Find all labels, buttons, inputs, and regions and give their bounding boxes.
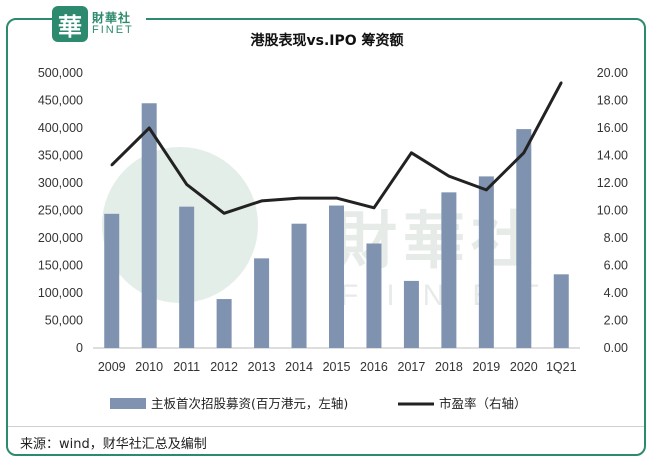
pe-ratio-point bbox=[522, 151, 526, 154]
pe-ratio-point bbox=[410, 151, 413, 154]
bar bbox=[104, 213, 120, 348]
bar bbox=[179, 206, 195, 348]
right-tick-label: 12.00 bbox=[597, 176, 628, 190]
right-tick-label: 14.00 bbox=[597, 149, 628, 163]
right-tick-label: 8.00 bbox=[604, 231, 628, 245]
pe-ratio-point bbox=[297, 196, 301, 200]
x-tick-label: 1Q21 bbox=[546, 360, 577, 374]
logo-english: FINET bbox=[92, 23, 134, 36]
legend: 主板首次招股募资(百万港元，左轴) 市盈率（右轴） bbox=[110, 396, 527, 411]
legend-line-label: 市盈率（右轴） bbox=[439, 396, 527, 411]
x-tick-label: 2018 bbox=[435, 360, 463, 374]
bar bbox=[216, 299, 232, 348]
pe-ratio-point bbox=[372, 206, 376, 209]
left-tick-label: 350,000 bbox=[38, 149, 83, 163]
bar bbox=[441, 192, 457, 348]
chart-title: 港股表现vs.IPO 筹资额 bbox=[250, 33, 404, 49]
bar bbox=[478, 176, 494, 348]
chart-frame bbox=[6, 18, 646, 456]
x-tick-label: 2014 bbox=[285, 360, 313, 374]
bar-series bbox=[104, 103, 569, 348]
legend-bar-swatch bbox=[110, 398, 146, 409]
x-tick-label: 2009 bbox=[98, 360, 126, 374]
x-tick-label: 2019 bbox=[472, 360, 500, 374]
left-tick-label: 400,000 bbox=[38, 121, 83, 135]
axes: 0 50,000 100,000 150,000 200,000 250,000 300,0… bbox=[38, 66, 628, 374]
x-tick-label: 2020 bbox=[510, 360, 538, 374]
left-tick-label: 150,000 bbox=[38, 259, 83, 273]
pe-ratio-point bbox=[110, 163, 113, 167]
pe-ratio-point bbox=[147, 126, 151, 130]
left-tick-label: 0 bbox=[76, 341, 83, 355]
x-tick-label: 2013 bbox=[248, 360, 276, 374]
logo-text: 財華社 FINET bbox=[92, 12, 134, 36]
left-tick-label: 300,000 bbox=[38, 176, 83, 190]
right-tick-label: 16.00 bbox=[597, 121, 628, 135]
pe-ratio-point bbox=[185, 183, 188, 186]
right-tick-label: 4.00 bbox=[604, 286, 628, 300]
x-tick-label: 2016 bbox=[360, 360, 388, 374]
left-tick-label: 200,000 bbox=[38, 231, 83, 245]
x-tick-label: 2010 bbox=[135, 360, 163, 374]
finet-logo: 華 財華社 FINET bbox=[52, 4, 146, 44]
left-tick-label: 500,000 bbox=[38, 66, 83, 80]
x-tick-label: 2012 bbox=[210, 360, 238, 374]
logo-chinese: 財華社 bbox=[92, 10, 132, 25]
right-tick-label: 6.00 bbox=[604, 259, 628, 273]
pe-ratio-point bbox=[485, 188, 488, 192]
bar bbox=[291, 223, 307, 348]
bar bbox=[366, 243, 382, 348]
watermark-cn: 財華社 bbox=[335, 204, 539, 277]
bar bbox=[553, 274, 569, 348]
source-note: 来源：wind，财华社汇总及编制 bbox=[20, 437, 207, 452]
right-tick-label: 18.00 bbox=[597, 94, 628, 108]
left-tick-label: 450,000 bbox=[38, 94, 83, 108]
pe-ratio-point bbox=[222, 212, 226, 215]
x-tick-label: 2015 bbox=[323, 360, 351, 374]
x-tick-label: 2011 bbox=[173, 360, 200, 374]
right-tick-label: 10.00 bbox=[597, 204, 628, 218]
finet-logo-icon: 華 bbox=[52, 6, 88, 42]
bar bbox=[329, 205, 344, 348]
left-tick-label: 250,000 bbox=[38, 204, 83, 218]
bar bbox=[254, 258, 270, 348]
right-tick-label: 20.00 bbox=[597, 66, 628, 80]
pe-ratio-point bbox=[447, 174, 451, 178]
right-tick-label: 0.00 bbox=[604, 341, 628, 355]
footer-divider bbox=[8, 426, 644, 427]
line-series bbox=[110, 81, 563, 215]
bar bbox=[516, 129, 532, 348]
legend-bar-label: 主板首次招股募资(百万港元，左轴) bbox=[151, 396, 348, 411]
pe-ratio-point bbox=[260, 199, 263, 203]
pe-ratio-point bbox=[560, 81, 563, 84]
pe-ratio-point bbox=[335, 196, 338, 200]
left-tick-label: 50,000 bbox=[45, 314, 83, 328]
right-tick-label: 2.00 bbox=[604, 314, 628, 328]
bar bbox=[141, 103, 157, 348]
left-tick-label: 100,000 bbox=[38, 286, 83, 300]
x-tick-label: 2017 bbox=[398, 360, 426, 374]
bar bbox=[403, 280, 419, 348]
